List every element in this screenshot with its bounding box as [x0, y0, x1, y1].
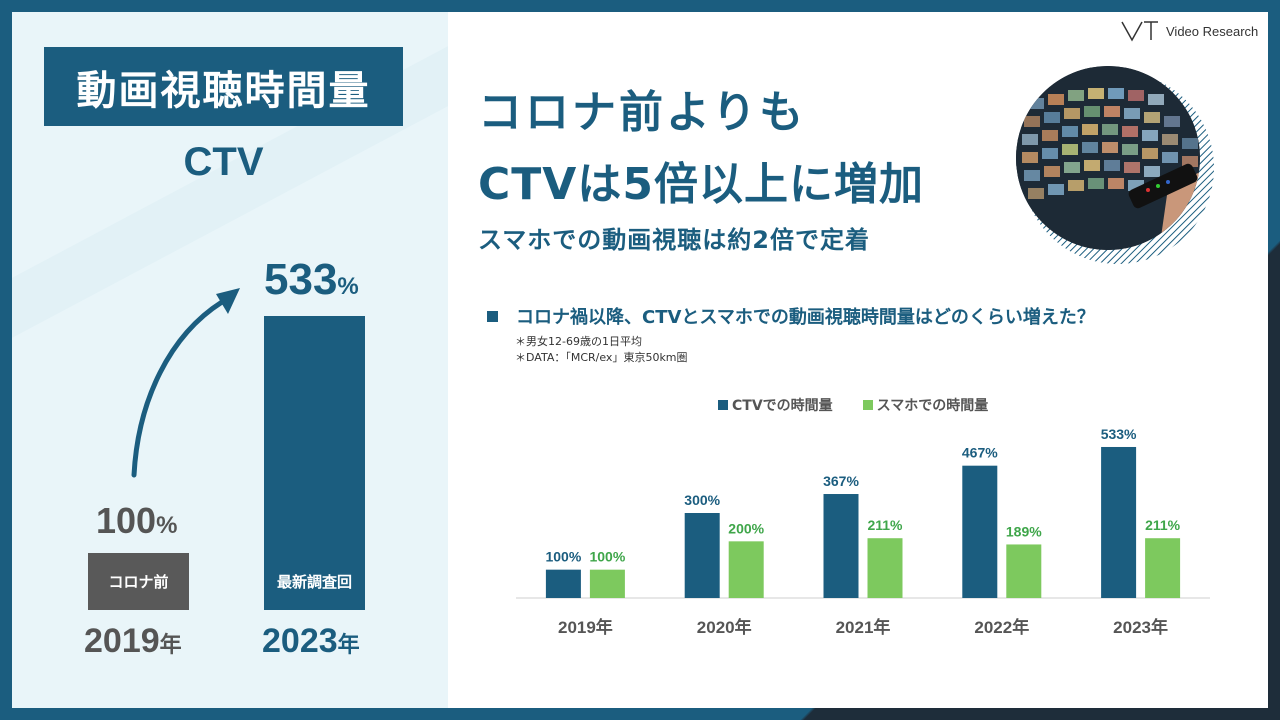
chart-question-text: コロナ禍以降、CTVとスマホでの動画視聴時間量はどのくらい増えた？	[516, 307, 1095, 328]
pct-2023-value: 533%	[264, 255, 359, 304]
headline-line-1: コロナ前よりも	[478, 87, 807, 138]
bar-ctv-2	[823, 494, 859, 598]
left-panel	[12, 12, 448, 708]
data-label-smartphone-2: 211%	[867, 517, 903, 533]
chart-legend: CTVでの時間量 スマホでの時間量	[718, 395, 1018, 415]
bar-ctv-4	[1101, 446, 1137, 598]
x-tick-label-3: 2022年	[974, 617, 1029, 637]
bar-ctv-0	[545, 569, 581, 598]
x-tick-label-2: 2021年	[836, 617, 891, 637]
data-label-smartphone-4: 211%	[1145, 517, 1181, 533]
x-tick-label-1: 2020年	[697, 617, 752, 637]
data-label-smartphone-1: 200%	[728, 520, 764, 536]
ctv-label: CTV	[183, 140, 264, 184]
x-tick-label-4: 2023年	[1113, 617, 1168, 637]
square-bullet-icon	[487, 310, 498, 322]
data-label-smartphone-3: 189%	[1006, 523, 1042, 539]
pct-2019-value: 100%	[96, 500, 178, 541]
tv-screens-photo	[1016, 66, 1214, 264]
video-research-logo-icon	[1121, 21, 1158, 42]
bar-2023: 最新調査回	[264, 316, 365, 610]
bar-smartphone-4	[1145, 538, 1181, 598]
legend-item-ctv: CTVでの時間量	[718, 395, 833, 415]
subheadline: スマホでの動画視聴は約2倍で定着	[478, 226, 870, 254]
bar-smartphone-2	[867, 538, 903, 598]
legend-swatch-ctv	[718, 400, 728, 410]
footnote-source: ＊DATA：「MCR/ex」東京50km圏	[515, 351, 688, 364]
bar-smartphone-3	[1006, 544, 1042, 598]
year-2023-label: 2023年	[262, 622, 360, 660]
legend-swatch-smartphone	[862, 400, 873, 410]
x-tick-label-0: 2019年	[558, 617, 613, 637]
bar-2019: コロナ前	[88, 553, 189, 610]
data-label-ctv-0: 100%	[545, 549, 581, 565]
bar-chart: 100% 100% 2019年 300% 200% 2020年 367% 211% 2021年 4…	[516, 426, 1210, 637]
data-label-ctv-3: 467%	[962, 445, 998, 461]
legend-item-smartphone: スマホでの時間量	[862, 395, 988, 415]
bar-ctv-1	[684, 513, 720, 598]
logo-text: Video Research	[1166, 23, 1259, 39]
data-label-ctv-1: 300%	[684, 492, 720, 508]
year-2019-label: 2019年	[84, 622, 182, 660]
data-label-ctv-4: 533%	[1101, 426, 1137, 442]
bar-smartphone-0	[589, 569, 625, 598]
bar-ctv-3	[962, 465, 998, 598]
main-title: 動画視聴時間量	[44, 47, 403, 126]
data-label-smartphone-0: 100%	[589, 549, 625, 565]
footnote-sample: ＊男女12-69歳の1日平均	[515, 335, 642, 348]
headline-line-2: CTVは5倍以上に増加	[478, 159, 924, 210]
bar-smartphone-1	[728, 541, 764, 598]
logo: Video Research	[1120, 20, 1258, 42]
chart-question: コロナ禍以降、CTVとスマホでの動画視聴時間量はどのくらい増えた？	[487, 303, 1095, 329]
data-label-ctv-2: 367%	[823, 473, 859, 489]
growth-arrow-icon	[131, 288, 240, 478]
